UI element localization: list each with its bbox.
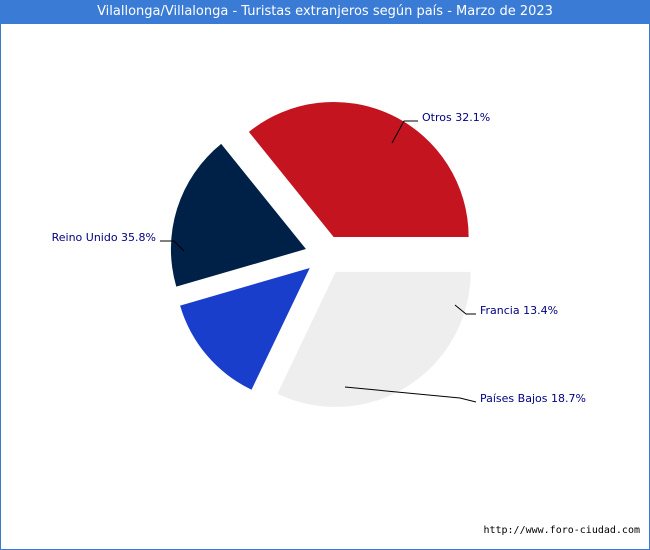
slice-label-otros: Otros 32.1% — [422, 111, 490, 124]
pie-slice-otros — [277, 271, 471, 407]
pie-slice-países-bajos — [170, 143, 306, 287]
chart-title: Vilallonga/Villalonga - Turistas extranj… — [0, 0, 650, 24]
leader-line-francia — [454, 304, 476, 315]
slice-label-francia: Francia 13.4% — [480, 304, 558, 317]
slice-label-reino-unido: Reino Unido 35.8% — [52, 231, 156, 244]
leader-line-otros — [391, 120, 418, 144]
leader-line-reino-unido — [160, 240, 185, 252]
pie-chart: Otros 32.1% Francia 13.4% Países Bajos 18.… — [52, 101, 586, 407]
pie-slice-francia — [180, 267, 310, 390]
pie-slice-reino-unido — [248, 101, 469, 237]
footer-url: http://www.foro-ciudad.com — [483, 525, 640, 536]
slice-label-países-bajos: Países Bajos 18.7% — [480, 392, 586, 405]
leader-line-países-bajos — [344, 386, 477, 403]
